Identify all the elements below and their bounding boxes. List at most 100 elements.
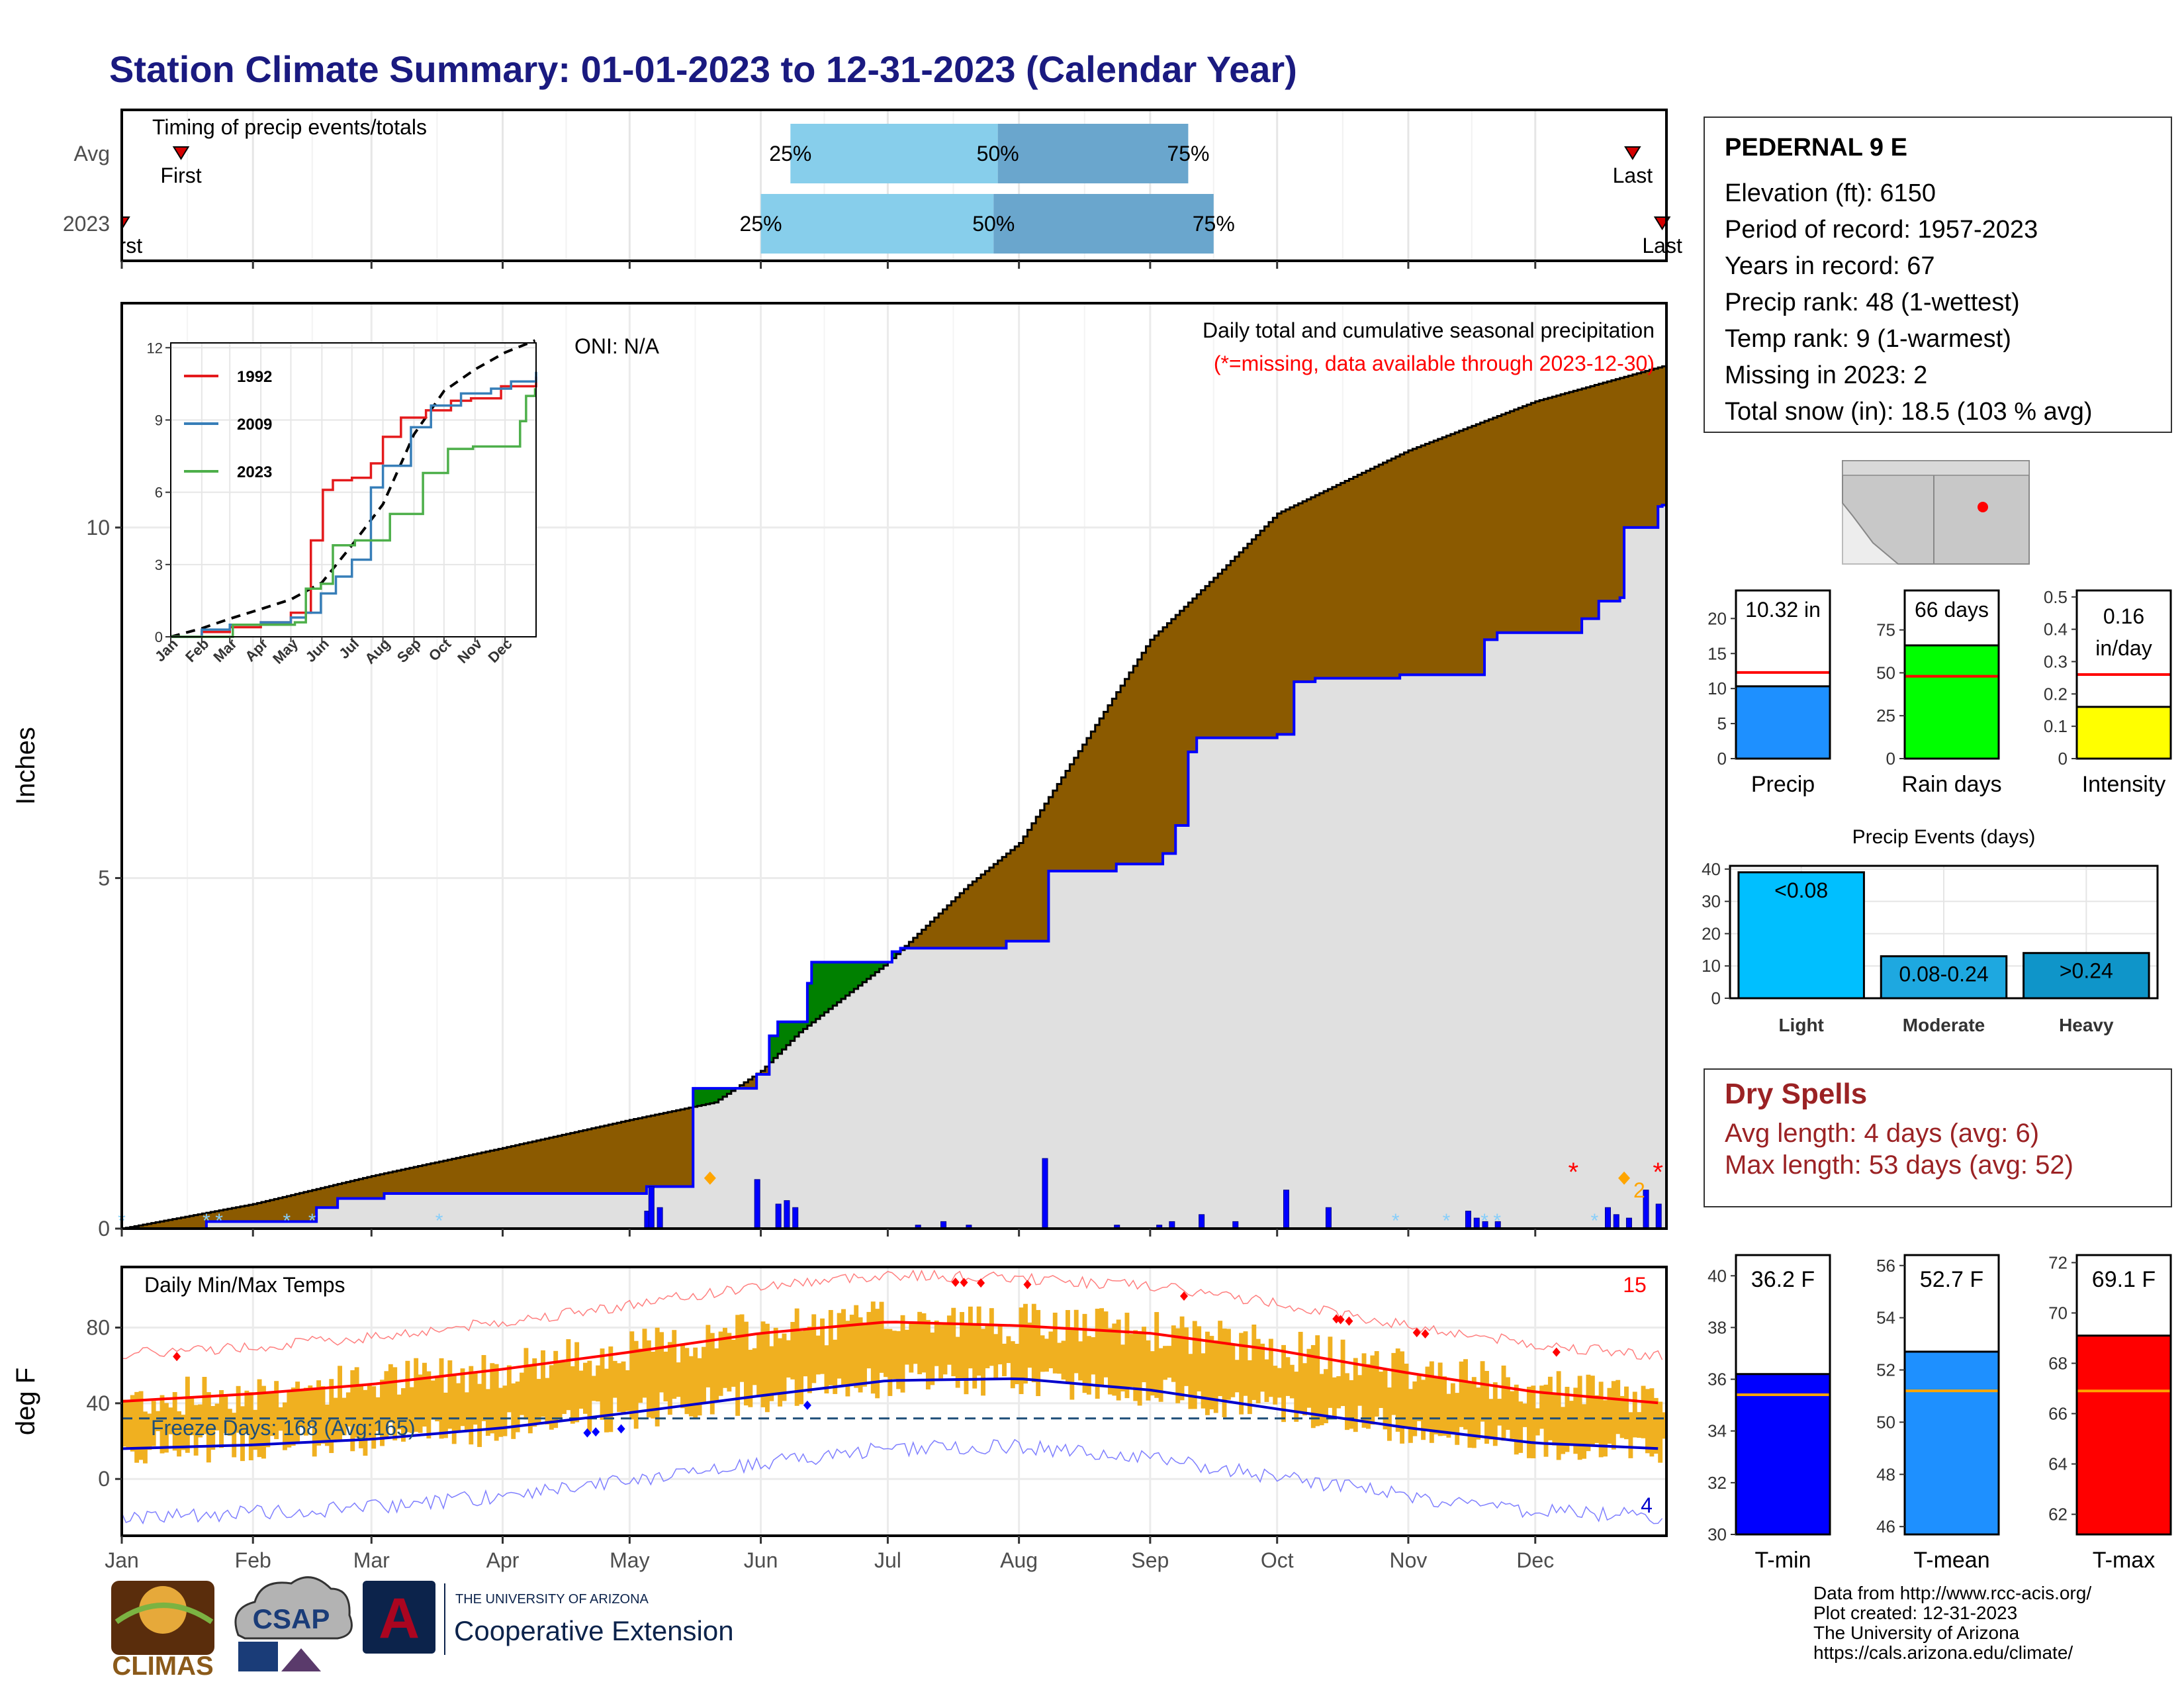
temp-daily-bar: [591, 1376, 596, 1401]
csap-logo-bars: [238, 1642, 278, 1671]
temp-daily-bar: [993, 1334, 999, 1379]
temp-daily-bar: [1006, 1336, 1011, 1364]
climas-logo-sun: [139, 1586, 187, 1634]
inset-series-2023: [171, 388, 537, 638]
precip-snow-mark: *: [283, 1210, 291, 1232]
temp-daily-bar: [1057, 1342, 1062, 1374]
temp-daily-bar: [887, 1329, 893, 1396]
temp-daily-bar: [1340, 1339, 1345, 1407]
temp-daily-bar: [375, 1397, 381, 1431]
temp-daily-bar: [147, 1413, 152, 1450]
temp-daily-bar: [562, 1362, 567, 1415]
events-bar: [1737, 871, 1865, 1000]
temp-daily-bar: [1107, 1328, 1113, 1395]
season-precip-ytick-label: 5: [1717, 714, 1727, 733]
temp-record-low-marker: [803, 1400, 811, 1410]
precip-max-marker-label: 2: [1633, 1178, 1645, 1202]
temp-daily-bar: [938, 1325, 944, 1379]
temp-daily-bar: [545, 1378, 550, 1425]
temp-daily-bar: [1052, 1313, 1058, 1374]
temp-daily-bar: [1421, 1380, 1426, 1440]
station-missing: Missing in 2023: 2: [1725, 361, 1928, 389]
temp-daily-bar: [185, 1376, 190, 1453]
timing-p50-label: 50%: [977, 142, 1019, 165]
temp-daily-bar: [909, 1321, 914, 1373]
temp-daily-bar: [655, 1327, 660, 1427]
temp-daily-bar: [1201, 1353, 1206, 1409]
temp-daily-bar: [1590, 1376, 1595, 1446]
tbar-t-min-ytick-label: 30: [1707, 1524, 1727, 1544]
temp-daily-bar: [866, 1311, 872, 1369]
temp-daily-bar: [884, 1329, 888, 1378]
temp-daily-bar: [786, 1340, 791, 1378]
temp-daily-bar: [1188, 1354, 1193, 1409]
temp-daily-bar: [596, 1365, 601, 1402]
tbar-t-min-ytick-label: 32: [1707, 1473, 1727, 1493]
temp-daily-bar: [1273, 1366, 1278, 1405]
precip-events-panel: Precip Events (days) <0.08 Light 0.08-0.24 M…: [1702, 826, 2159, 1035]
temp-daily-bar: [324, 1404, 330, 1446]
temp-daily-bar: [651, 1351, 656, 1419]
temp-daily-bar: [142, 1411, 148, 1464]
precip-daily-bar: [648, 1186, 655, 1229]
temp-daily-bar: [934, 1320, 939, 1366]
temp-xtick-label: Nov: [1389, 1548, 1427, 1572]
temp-daily-bar: [976, 1306, 981, 1376]
temp-daily-bar: [1446, 1393, 1451, 1438]
temp-daily-bar: [1492, 1382, 1498, 1446]
temp-record-low-count: 4: [1641, 1493, 1653, 1517]
temp-daily-bar: [291, 1387, 296, 1446]
events-bar-label: 0.08-0.24: [1899, 962, 1988, 986]
temp-daily-bar: [1255, 1338, 1261, 1403]
temp-daily-bar: [942, 1322, 948, 1375]
temp-daily-bar: [723, 1327, 727, 1388]
temp-daily-bar: [756, 1333, 762, 1395]
temp-daily-bar: [1285, 1357, 1291, 1396]
temp-daily-bar: [1476, 1387, 1481, 1440]
temp-record-high-marker: [1023, 1280, 1032, 1289]
tbar-t-max-value-bar: [2075, 1335, 2172, 1536]
temp-daily-bar: [1463, 1359, 1468, 1430]
temp-daily-bar: [769, 1346, 774, 1401]
temp-daily-bar: [913, 1321, 918, 1364]
tbar-t-max-ytick-label: 66: [2048, 1404, 2068, 1424]
temp-daily-bar: [299, 1389, 304, 1427]
temp-daily-bar: [764, 1323, 770, 1413]
temp-daily-bar: [312, 1389, 317, 1457]
temp-daily-bar: [236, 1385, 241, 1433]
temp-daily-bar: [494, 1364, 499, 1441]
temp-daily-bar: [870, 1301, 876, 1394]
precip-obs-cumulative-line: [122, 504, 1666, 1230]
season-intensity-ytick-label: 0.2: [2044, 684, 2068, 704]
temp-daily-bar: [1365, 1364, 1371, 1429]
temp-daily-bar: [168, 1407, 173, 1434]
tbar-t-max-panel: 62 64 66 68 70 72 T-max 69.1 F: [2048, 1252, 2172, 1573]
station-period: Period of record: 1957-2023: [1725, 216, 2038, 244]
temp-daily-bar: [1243, 1331, 1248, 1396]
temp-daily-bar: [481, 1355, 486, 1421]
temp-record-high-marker: [1345, 1316, 1353, 1326]
temp-daily-bar: [833, 1339, 838, 1394]
credit-created: Plot created: 12-31-2023: [1813, 1603, 2018, 1623]
temp-daily-bar: [621, 1361, 626, 1415]
temp-daily-bar: [1209, 1336, 1214, 1410]
temp-daily-bar: [917, 1311, 923, 1374]
temp-daily-bar: [1197, 1326, 1202, 1391]
temp-daily-bar: [680, 1344, 685, 1409]
timing-last-label: Last: [1613, 164, 1653, 187]
temp-daily-bar: [714, 1348, 719, 1403]
temp-daily-bar: [401, 1388, 406, 1442]
temp-daily-bar: [1624, 1386, 1629, 1440]
temp-daily-bar: [1383, 1370, 1388, 1430]
temp-daily-bar: [1615, 1380, 1621, 1434]
temp-daily-bar: [329, 1379, 334, 1454]
temp-daily-bar: [841, 1309, 846, 1386]
temp-daily-bar: [625, 1370, 630, 1411]
temp-daily-bar: [172, 1391, 177, 1451]
season-intensity-ytick-label: 0.1: [2044, 716, 2068, 736]
temp-daily-bar: [536, 1379, 541, 1425]
precip-snow-mark: *: [1443, 1210, 1451, 1232]
temp-daily-bar: [752, 1348, 757, 1385]
